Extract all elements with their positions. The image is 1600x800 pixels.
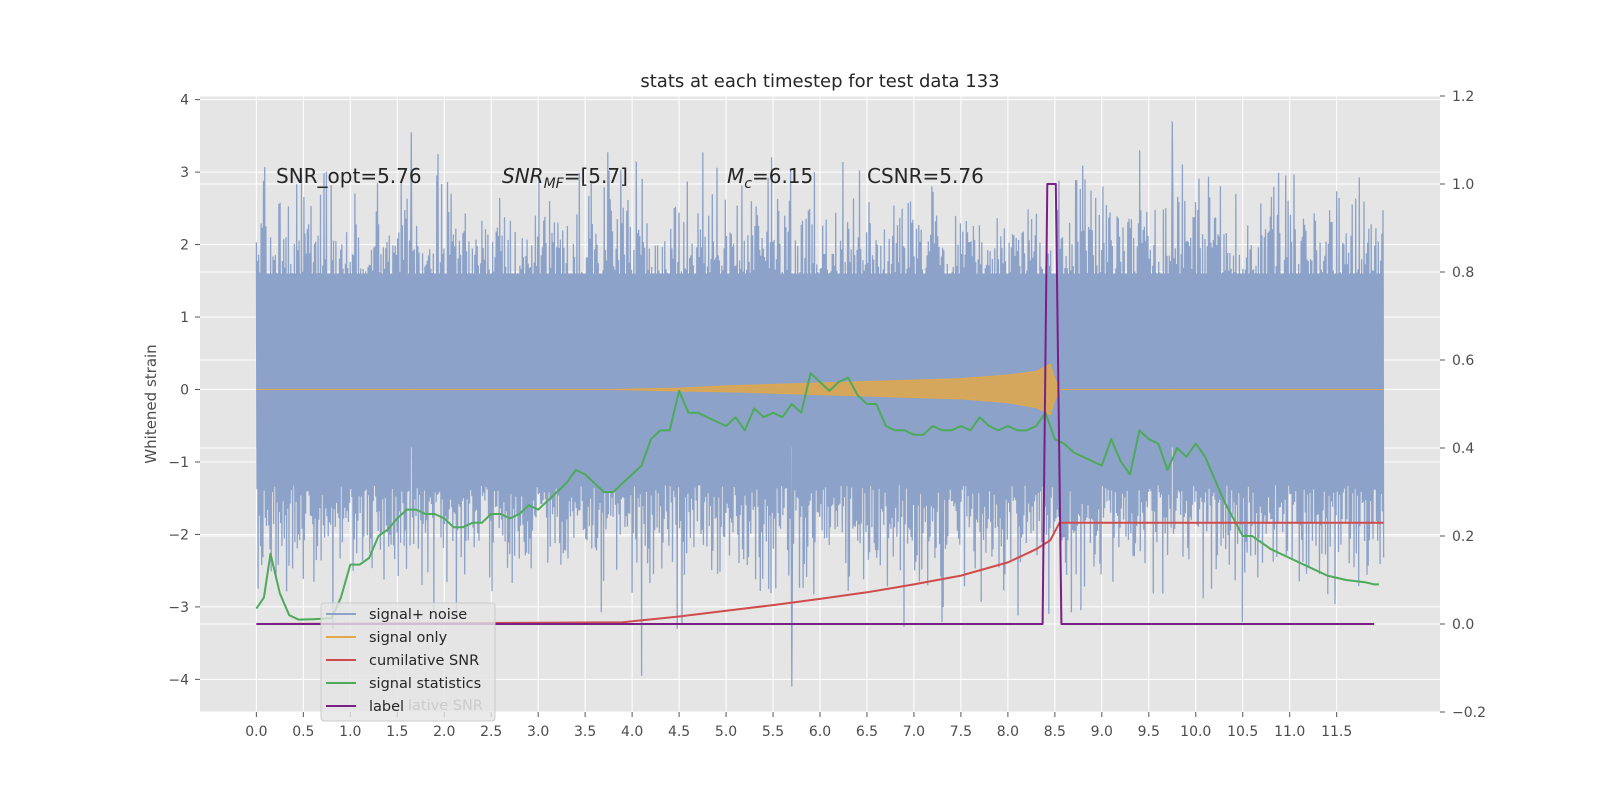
x-tick-label: 3.5 — [574, 724, 596, 740]
x-tick-label: 6.5 — [856, 724, 878, 740]
x-tick-label: 6.0 — [809, 724, 831, 740]
cumulative-snr-line — [256, 521, 1384, 625]
legend-label-noise: signal+ noise — [369, 607, 467, 623]
label-line — [256, 183, 1375, 625]
y-tick-label: −2 — [168, 527, 189, 543]
annotation-snr-mf-tail: =[5.7] — [564, 164, 628, 188]
x-tick-label: 10.0 — [1180, 724, 1211, 740]
y-tick-label: −1 — [168, 455, 189, 471]
annotation-snr-mf-main: SNR — [502, 164, 544, 188]
y2-tick-label: 1.2 — [1452, 89, 1474, 105]
legend-box — [320, 602, 496, 722]
x-tick-label: 9.0 — [1091, 724, 1113, 740]
legend-overlap-text: lative SNR — [408, 698, 483, 714]
y-axis-label: Whitened strain — [142, 344, 160, 463]
annotation-mc-tail: =6.15 — [752, 164, 813, 188]
y2-tick-label: 0.8 — [1452, 265, 1474, 281]
legend-label-stat: signal statistics — [369, 676, 481, 692]
annotation-snr-mf: SNRMF=[5.7] — [502, 164, 628, 192]
axes: 0.0 0.5 1.0 1.5 2.0 2.5 3.0 3.5 4.0 4.5 5.0 5.5 6.0 6… — [168, 89, 1486, 740]
annotation-mc: Mc=6.15 — [727, 164, 813, 192]
x-tick-label: 8.5 — [1044, 724, 1066, 740]
y-tick-label: −4 — [168, 672, 189, 688]
signal-noise-series — [255, 121, 1385, 687]
x-tick-label: 1.5 — [386, 724, 408, 740]
x-tick-label: 8.0 — [997, 724, 1019, 740]
y-tick-label: 3 — [180, 165, 189, 181]
x-tick-label: 0.5 — [292, 724, 314, 740]
x-tick-label: 2.5 — [480, 724, 502, 740]
signal-only-series — [256, 363, 1384, 416]
y2-tick-label: −0.2 — [1452, 705, 1486, 721]
y-tick-label: 1 — [180, 310, 189, 326]
x-tick-label: 0.0 — [245, 724, 267, 740]
legend-label-signal: signal only — [369, 630, 448, 646]
annotations: SNR_opt=5.76 SNRMF=[5.7] Mc=6.15 CSNR=5.… — [276, 164, 984, 192]
x-tick-label: 10.5 — [1227, 724, 1258, 740]
x-tick-label: 7.5 — [950, 724, 972, 740]
legend-label-cumsnr: cumilative SNR — [369, 653, 479, 669]
y-tick-label: 4 — [180, 93, 189, 109]
legend-label-label: label — [369, 699, 404, 715]
x-tick-label: 1.0 — [339, 724, 361, 740]
annotation-mc-main: M — [727, 164, 744, 188]
chart-title: stats at each timestep for test data 133 — [640, 71, 999, 92]
y-tick-label: 0 — [180, 383, 189, 399]
signal-statistics-line — [255, 372, 1379, 621]
annotation-snr-opt: SNR_opt=5.76 — [276, 164, 422, 188]
signal-only-band — [256, 363, 1384, 416]
x-tick-label: 7.0 — [903, 724, 925, 740]
x-tick-label: 5.0 — [715, 724, 737, 740]
y2-tick-label: 0.2 — [1452, 529, 1474, 545]
annotation-snr-mf-sub: MF — [544, 176, 565, 192]
x-tick-label: 3.0 — [527, 724, 549, 740]
x-tick-label: 5.5 — [762, 724, 784, 740]
y-tick-label: 2 — [180, 238, 189, 254]
y2-tick-label: 1.0 — [1452, 177, 1474, 193]
x-tick-label: 9.5 — [1138, 724, 1160, 740]
x-tick-label: 4.0 — [621, 724, 643, 740]
y2-tick-label: 0.6 — [1452, 353, 1474, 369]
line-series — [255, 183, 1384, 625]
x-tick-label: 11.5 — [1321, 724, 1352, 740]
x-tick-label: 11.0 — [1274, 724, 1305, 740]
legend: lative SNR signal+ noise signal only cum… — [320, 602, 496, 722]
x-tick-label: 2.0 — [433, 724, 455, 740]
y2-tick-label: 0.0 — [1452, 617, 1474, 633]
annotation-mc-sub: c — [744, 176, 752, 192]
y2-tick-label: 0.4 — [1452, 441, 1474, 457]
x-tick-label: 4.5 — [668, 724, 690, 740]
annotation-csnr: CSNR=5.76 — [867, 164, 984, 188]
y-tick-label: −3 — [168, 600, 189, 616]
